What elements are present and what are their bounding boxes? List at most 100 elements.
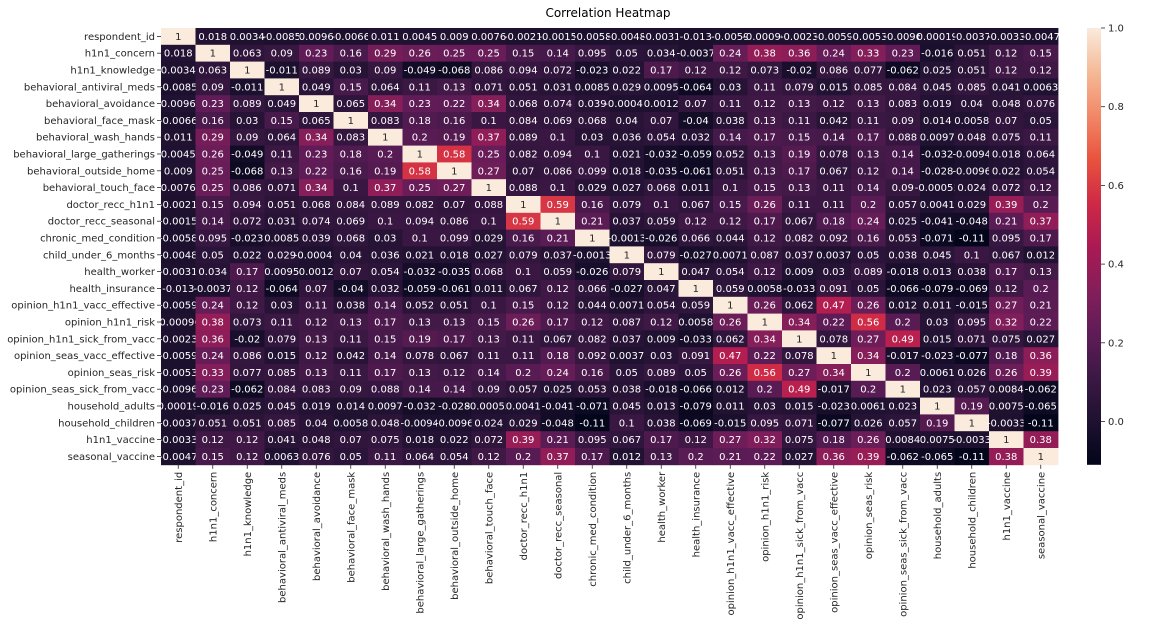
heatmap-cell xyxy=(368,431,403,449)
cell-value-label: -0.0013 xyxy=(573,250,612,261)
heatmap-cell xyxy=(437,196,472,214)
heatmap-cell xyxy=(851,78,886,96)
x-tick-label: opinion_seas_sick_from_vacc xyxy=(898,472,909,617)
cell-value-label: 0.022 xyxy=(612,66,641,77)
heatmap-cell xyxy=(299,296,334,314)
cell-value-label: 0.23 xyxy=(409,99,431,110)
cell-value-label: 0.15 xyxy=(478,318,500,329)
heatmap-cell xyxy=(437,128,472,146)
cell-value-label: -0.013 xyxy=(162,284,194,295)
heatmap-cell xyxy=(713,246,748,264)
cell-value-label: 0.032 xyxy=(681,133,710,144)
heatmap-cell xyxy=(644,128,679,146)
heatmap-cell xyxy=(989,229,1024,247)
heatmap-cell xyxy=(644,179,679,197)
cell-value-label: 0.1 xyxy=(964,250,980,261)
heatmap-cell xyxy=(506,145,541,163)
cell-value-label: 0.07 xyxy=(650,116,672,127)
cell-value-label: 0.039 xyxy=(578,99,607,110)
heatmap-cell xyxy=(851,28,886,46)
heatmap-cell xyxy=(575,95,610,113)
heatmap-cell xyxy=(506,263,541,281)
cell-value-label: 0.1 xyxy=(515,267,531,278)
heatmap-cell xyxy=(437,145,472,163)
cell-value-label: 0.009 xyxy=(440,32,469,43)
heatmap-cell xyxy=(851,448,886,466)
heatmap-cell xyxy=(609,44,645,62)
cell-value-label: 0.029 xyxy=(474,234,503,245)
heatmap-cell xyxy=(989,431,1024,449)
heatmap-cell xyxy=(437,44,472,62)
heatmap-cell xyxy=(161,280,196,298)
cell-value-label: 0.054 xyxy=(716,267,745,278)
heatmap-cell xyxy=(885,397,921,415)
cell-value-label: 0.048 xyxy=(302,435,331,446)
heatmap-cell xyxy=(506,128,541,146)
heatmap-cell xyxy=(437,263,472,281)
cell-value-label: 0.075 xyxy=(992,133,1021,144)
heatmap-cell xyxy=(678,44,714,62)
cell-value-label: -0.11 xyxy=(1028,418,1054,429)
heatmap-cell xyxy=(540,313,576,331)
y-tick-label: chronic_med_condition xyxy=(40,234,155,245)
heatmap-cell xyxy=(678,364,714,382)
cell-value-label: -0.00041 xyxy=(294,250,339,261)
y-tick-label: opinion_seas_vacc_effective xyxy=(14,351,155,362)
cell-value-label: 0.044 xyxy=(716,234,745,245)
cell-value-label: 0.11 xyxy=(754,82,776,93)
heatmap-cell xyxy=(678,263,714,281)
cell-value-label: 0.057 xyxy=(888,418,917,429)
heatmap-cell xyxy=(575,78,610,96)
cell-value-label: 0.078 xyxy=(819,150,848,161)
heatmap-cell xyxy=(1023,162,1059,180)
heatmap-cell xyxy=(989,212,1024,230)
cell-value-label: 0.038 xyxy=(957,267,986,278)
cell-value-label: 0.12 xyxy=(995,49,1017,60)
heatmap-cell xyxy=(368,44,403,62)
heatmap-cell xyxy=(161,112,196,130)
heatmap-cell xyxy=(678,380,714,398)
cell-value-label: 0.1 xyxy=(377,217,393,228)
cell-value-label: 0.13 xyxy=(754,116,776,127)
cell-value-label: 0.12 xyxy=(719,66,741,77)
heatmap-cell xyxy=(713,414,748,432)
heatmap-cell xyxy=(368,313,403,331)
cell-value-label: 0.018 xyxy=(198,32,227,43)
cell-value-label: 0.11 xyxy=(512,351,534,362)
heatmap-cell xyxy=(782,61,817,79)
heatmap-cell xyxy=(333,212,369,230)
cell-value-label: 0.34 xyxy=(823,368,845,379)
cell-value-label: 0.37 xyxy=(547,452,569,463)
cell-value-label: 0.26 xyxy=(719,318,741,329)
heatmap-cell xyxy=(195,179,231,197)
cell-value-label: 0.1 xyxy=(550,133,566,144)
heatmap-cell xyxy=(230,296,265,314)
cell-value-label: -0.0058 xyxy=(159,234,198,245)
heatmap-cell xyxy=(437,380,472,398)
heatmap-cell xyxy=(851,112,886,130)
heatmap-cell xyxy=(230,196,265,214)
cell-value-label: 0.089 xyxy=(233,99,262,110)
cell-value-label: 0.064 xyxy=(267,133,296,144)
heatmap-cell xyxy=(713,112,748,130)
cell-value-label: 0.17 xyxy=(995,267,1017,278)
y-tick-label: behavioral_outside_home xyxy=(27,166,155,177)
heatmap-cell xyxy=(575,431,610,449)
cell-value-label: -0.035 xyxy=(438,267,470,278)
cell-value-label: 0.1 xyxy=(481,217,497,228)
heatmap-cell xyxy=(540,448,576,466)
heatmap-cell xyxy=(333,330,369,348)
heatmap-cell xyxy=(851,95,886,113)
heatmap-cell xyxy=(299,246,334,264)
cell-value-label: 0.13 xyxy=(1030,267,1052,278)
cell-value-label: 0.12 xyxy=(685,66,707,77)
cell-value-label: 0.015 xyxy=(819,82,848,93)
cell-value-label: 0.34 xyxy=(305,133,327,144)
heatmap-cell xyxy=(195,380,231,398)
heatmap-cell xyxy=(609,28,645,46)
heatmap-cell xyxy=(506,162,541,180)
cell-value-label: 0.47 xyxy=(719,351,741,362)
cell-value-label: 0.018 xyxy=(612,166,641,177)
heatmap-cell xyxy=(264,330,300,348)
